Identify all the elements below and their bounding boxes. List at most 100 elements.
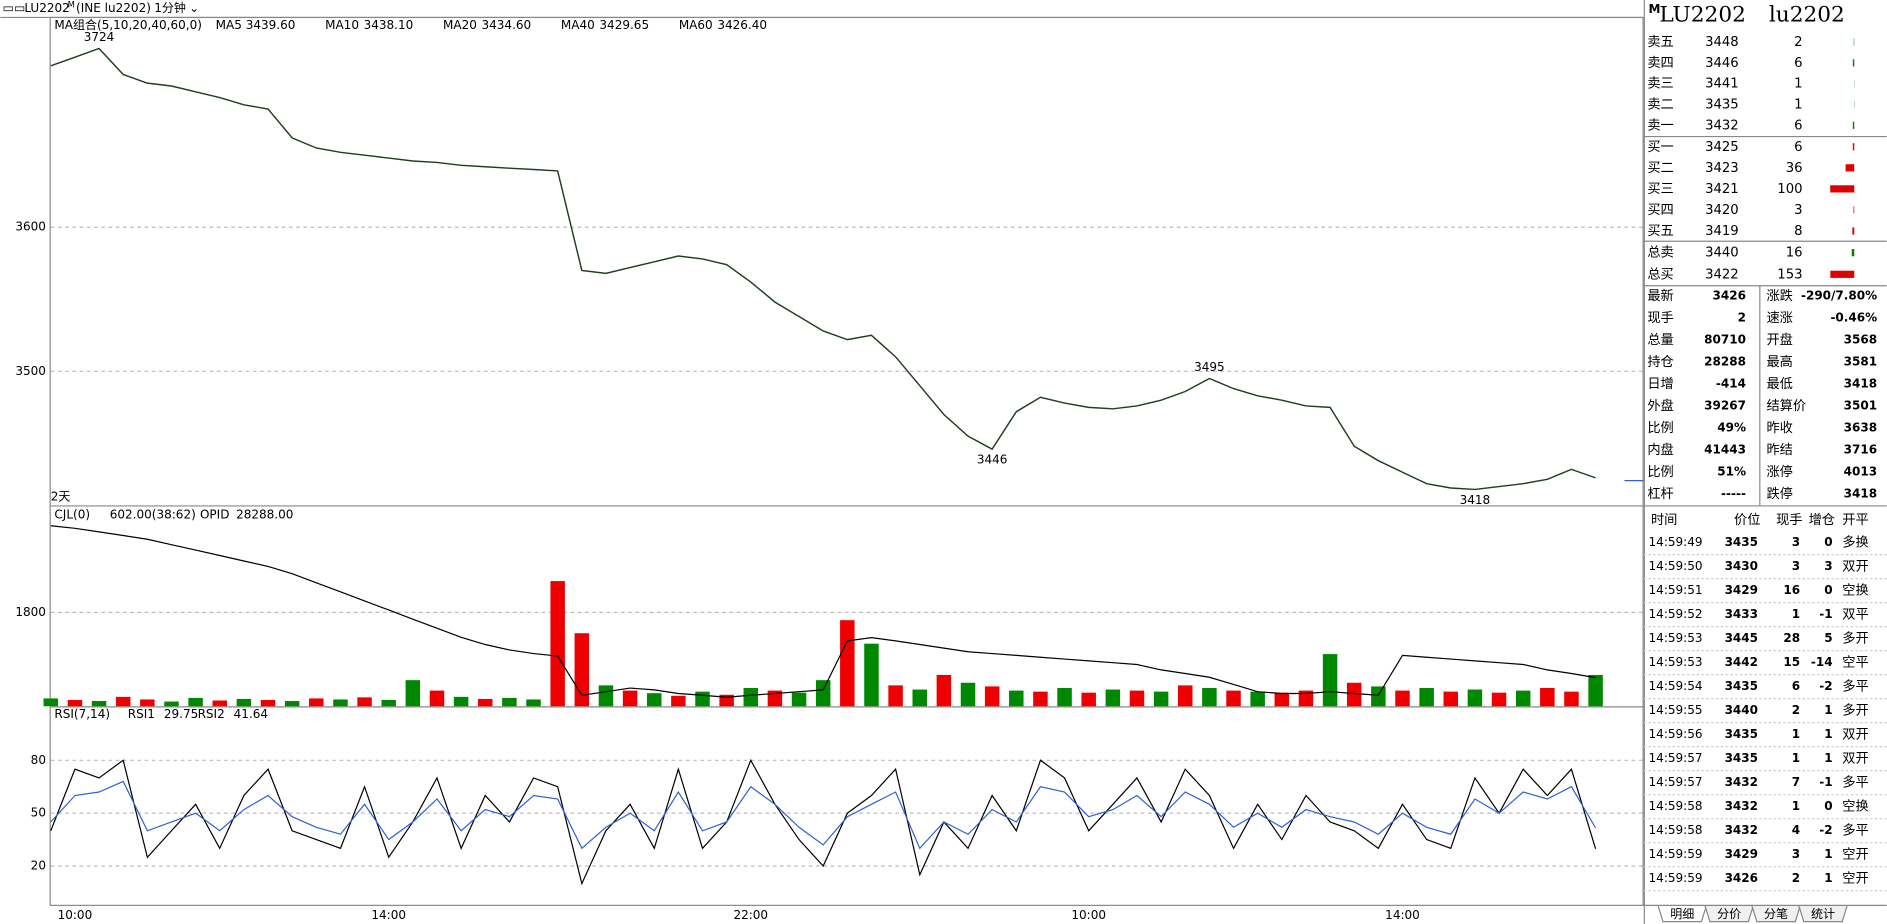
trade-cell: 3 bbox=[1792, 847, 1800, 861]
quote-value: -414 bbox=[1716, 377, 1746, 391]
tab-label[interactable]: 分价 bbox=[1717, 907, 1741, 921]
trade-cell: 3 bbox=[1792, 559, 1800, 573]
volume-bar bbox=[1009, 690, 1024, 707]
volume-bar bbox=[140, 699, 155, 707]
quote-value: 3581 bbox=[1844, 355, 1877, 369]
trade-cell: 多平 bbox=[1842, 774, 1868, 791]
book-price: 3420 bbox=[1705, 203, 1739, 218]
quote-value: -290/7.80% bbox=[1801, 288, 1877, 302]
trade-cell: 14:59:55 bbox=[1649, 703, 1703, 717]
book-price: 3422 bbox=[1705, 267, 1739, 282]
price-annotation: 3446 bbox=[977, 452, 1008, 466]
quote-value: 4013 bbox=[1844, 465, 1877, 479]
period-arrow[interactable]: ⌄ bbox=[189, 1, 199, 15]
legend-name: MA20 bbox=[443, 18, 477, 32]
period[interactable]: 1分钟 bbox=[154, 0, 186, 15]
trade-cell: 5 bbox=[1824, 631, 1832, 645]
book-price: 3440 bbox=[1705, 246, 1739, 261]
tab-label[interactable]: 分笔 bbox=[1764, 906, 1788, 921]
quote-value: 3418 bbox=[1844, 487, 1877, 501]
book-label: 买二 bbox=[1647, 160, 1673, 176]
book-qty: 1 bbox=[1794, 77, 1802, 92]
quote-label: 内盘 bbox=[1647, 441, 1673, 458]
book-bar bbox=[1845, 164, 1855, 172]
y-tick-label: 3500 bbox=[15, 364, 46, 378]
trade-cell: 14:59:57 bbox=[1649, 751, 1703, 765]
volume-bar bbox=[1057, 687, 1072, 707]
quote-value: 3638 bbox=[1844, 421, 1877, 435]
legend-value: 28288.00 bbox=[236, 507, 293, 521]
volume-bar bbox=[815, 680, 831, 707]
trade-cell: 3435 bbox=[1725, 535, 1758, 549]
exchange: (INE lu2202) bbox=[76, 1, 151, 15]
quote-label: 结算价 bbox=[1766, 398, 1806, 414]
quote-label: 比例 bbox=[1647, 464, 1673, 480]
book-qty: 6 bbox=[1794, 118, 1802, 133]
y-tick-label: 50 bbox=[31, 806, 46, 820]
trade-cell: 28 bbox=[1783, 631, 1800, 645]
volume-bar bbox=[598, 685, 614, 707]
volume-bar bbox=[840, 620, 855, 707]
book-bar bbox=[1830, 185, 1855, 193]
trade-cell: 14:59:58 bbox=[1649, 823, 1703, 837]
volume-bar bbox=[1346, 682, 1362, 707]
volume-bar bbox=[188, 697, 203, 707]
volume-bar bbox=[1250, 691, 1265, 707]
volume-bar bbox=[309, 698, 324, 707]
trade-cell: 多平 bbox=[1842, 822, 1868, 839]
trade-cell: 空换 bbox=[1842, 583, 1868, 599]
tab[interactable] bbox=[1657, 905, 1707, 923]
y-tick-label: 80 bbox=[31, 753, 46, 767]
trade-cell: 14:59:53 bbox=[1649, 631, 1703, 645]
book-label: 买一 bbox=[1647, 139, 1673, 155]
trade-cell: 16 bbox=[1783, 583, 1800, 597]
volume-bar bbox=[1153, 691, 1169, 707]
quote-value: -0.46% bbox=[1830, 310, 1877, 324]
window-icon: ▭▭ bbox=[3, 1, 26, 15]
legend-title: RSI(7,14) bbox=[54, 707, 110, 721]
quote-value: 3501 bbox=[1844, 399, 1877, 413]
tab[interactable] bbox=[1798, 905, 1848, 923]
legend-title: CJL(0) bbox=[54, 507, 90, 521]
quote-value: 41443 bbox=[1704, 443, 1746, 457]
quote-label: 外盘 bbox=[1647, 397, 1673, 414]
x-tick-label: 14:00 bbox=[371, 908, 406, 922]
trade-cell: 14:59:53 bbox=[1649, 655, 1703, 669]
trade-cell: 14:59:51 bbox=[1649, 583, 1703, 597]
trade-cell: -2 bbox=[1819, 679, 1832, 693]
trade-cell: 3432 bbox=[1725, 799, 1758, 813]
book-bar bbox=[1852, 227, 1855, 235]
volume-bar bbox=[1202, 687, 1217, 707]
quote-value: 49% bbox=[1717, 421, 1746, 435]
volume-bar bbox=[695, 691, 710, 707]
trade-cell: 3429 bbox=[1725, 847, 1758, 861]
tab[interactable] bbox=[1751, 905, 1801, 923]
trade-cell: 3426 bbox=[1725, 871, 1758, 885]
volume-bar bbox=[1395, 690, 1410, 707]
trade-cell: 3 bbox=[1824, 559, 1832, 573]
panel-flag: M bbox=[1649, 2, 1661, 16]
trade-cell: 空换 bbox=[1842, 799, 1868, 815]
y-tick-label: 1800 bbox=[15, 605, 46, 619]
legend-name: MA10 bbox=[325, 18, 359, 32]
tab-label[interactable]: 统计 bbox=[1811, 907, 1835, 921]
trade-header: 开平 bbox=[1842, 513, 1868, 528]
tab-label[interactable]: 明细 bbox=[1670, 907, 1694, 921]
book-label: 总卖 bbox=[1647, 245, 1673, 261]
trade-cell: 2 bbox=[1792, 703, 1800, 717]
legend-value: 3434.60 bbox=[482, 18, 532, 32]
book-price: 3425 bbox=[1705, 140, 1739, 155]
volume-bar bbox=[1491, 692, 1507, 707]
trade-cell: 14:59:49 bbox=[1649, 535, 1703, 549]
book-bar bbox=[1851, 249, 1855, 257]
trade-cell: 3445 bbox=[1725, 631, 1758, 645]
trade-cell: 3429 bbox=[1725, 583, 1758, 597]
price-annotation: 3418 bbox=[1460, 493, 1491, 507]
volume-bar bbox=[1081, 692, 1096, 707]
legend-title[interactable]: MA组合(5,10,20,40,60,0) bbox=[54, 17, 202, 32]
trade-cell: 1 bbox=[1792, 751, 1800, 765]
trade-cell: 3435 bbox=[1725, 679, 1758, 693]
tab[interactable] bbox=[1704, 905, 1754, 923]
volume-bar bbox=[719, 694, 734, 707]
